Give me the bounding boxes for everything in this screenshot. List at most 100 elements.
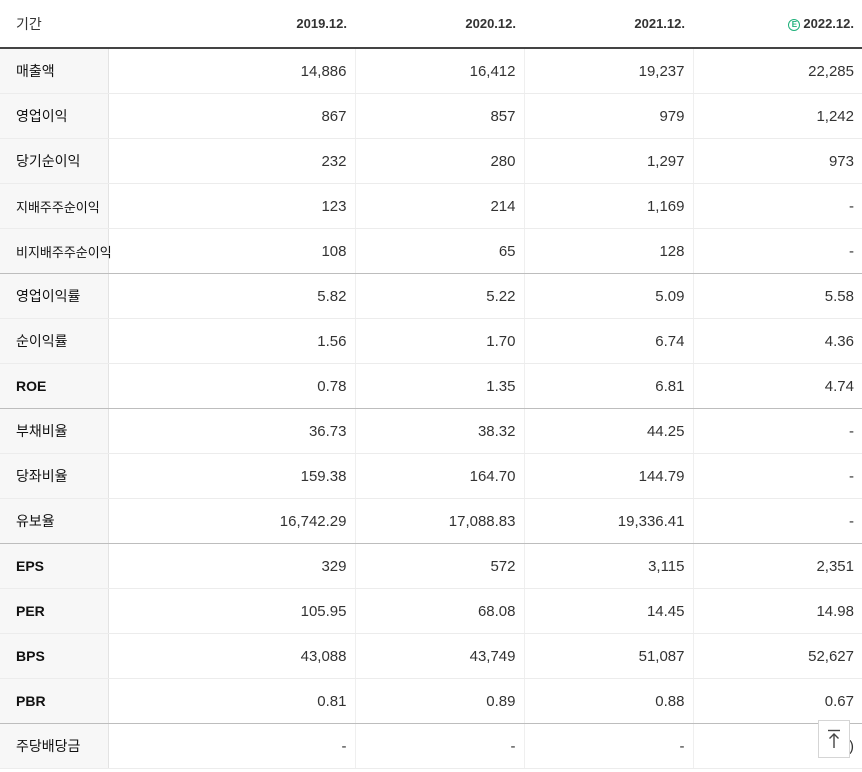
header-row: 기간 2019.12. 2020.12. 2021.12. E 2022.12. — [0, 0, 862, 49]
table-cell: 857 — [355, 93, 525, 139]
table-row: 당좌비율 159.38 164.70 144.79- — [0, 453, 862, 499]
table-cell: - — [693, 498, 862, 544]
table-cell: 5.58 — [693, 273, 862, 319]
column-header: 2020.12. — [355, 0, 524, 49]
row-label: 부채비율 — [0, 408, 109, 454]
table-row: 지배주주순이익 123 214 1,169- — [0, 183, 862, 229]
row-label: 유보율 — [0, 498, 109, 544]
table-cell: - — [693, 453, 862, 499]
table-row: 영업이익 867 857 979 1,242 — [0, 93, 862, 139]
table-cell: 16,412 — [355, 48, 525, 94]
table-cell: 128 — [524, 228, 694, 274]
table-cell: 38.32 — [355, 408, 525, 454]
column-header: 2021.12. — [524, 0, 693, 49]
table-cell: 19,336.41 — [524, 498, 694, 544]
table-cell: - — [355, 723, 525, 769]
table-cell: - — [693, 228, 862, 274]
table-cell: 65 — [355, 228, 525, 274]
table-cell: 0.67 — [693, 678, 862, 724]
table-cell: 979 — [524, 93, 694, 139]
arrow-up-to-top-icon — [828, 729, 840, 748]
table-row: 당기순이익 232 280 1,297 973 — [0, 138, 862, 184]
column-header: E 2022.12. — [693, 0, 862, 49]
table-cell: 329 — [108, 543, 356, 589]
row-label: 주당배당금 — [0, 723, 109, 769]
table-cell: 108 — [108, 228, 356, 274]
table-cell: 2,351 — [693, 543, 862, 589]
row-label: 당좌비율 — [0, 453, 109, 499]
table-cell: 4.74 — [693, 363, 862, 409]
table-cell: 5.09 — [524, 273, 694, 319]
table-cell: - — [693, 408, 862, 454]
table-cell: 0.88 — [524, 678, 694, 724]
table-cell: 123 — [108, 183, 356, 229]
table-row: BPS 43,088 43,749 51,087 52,627 — [0, 633, 862, 679]
table-cell: 22,285 — [693, 48, 862, 94]
table-cell: 144.79 — [524, 453, 694, 499]
table-cell: 214 — [355, 183, 525, 229]
table-cell: - — [693, 183, 862, 229]
table-cell: 105.95 — [108, 588, 356, 634]
row-label: 지배주주순이익 — [0, 183, 109, 229]
scroll-to-top-button[interactable] — [818, 720, 850, 758]
table-cell: 159.38 — [108, 453, 356, 499]
estimate-badge-icon: E — [788, 19, 801, 31]
table-cell: 52,627 — [693, 633, 862, 679]
table-cell: 280 — [355, 138, 525, 184]
row-label: EPS — [0, 543, 109, 589]
table-cell: 68.08 — [355, 588, 525, 634]
table-cell: - — [108, 723, 356, 769]
row-label: 비지배주주순이익 — [0, 228, 112, 274]
table-cell: 14,886 — [108, 48, 356, 94]
table-cell: 1,169 — [524, 183, 694, 229]
table-row: PBR 0.81 0.89 0.88 0.67 — [0, 678, 862, 724]
table-cell: 14.98 — [693, 588, 862, 634]
table-cell: 3,115 — [524, 543, 694, 589]
row-label: 영업이익 — [0, 93, 109, 139]
table-row: 영업이익률 5.82 5.22 5.09 5.58 — [0, 273, 862, 319]
row-label: PER — [0, 588, 109, 634]
table-cell: 0.81 — [108, 678, 356, 724]
row-label: BPS — [0, 633, 109, 679]
table-cell: 1.35 — [355, 363, 525, 409]
table-cell: 36.73 — [108, 408, 356, 454]
table-row: 부채비율 36.73 38.32 44.25- — [0, 408, 862, 454]
period-header: 기간 — [0, 0, 108, 49]
table-cell: 867 — [108, 93, 356, 139]
row-label: 영업이익률 — [0, 273, 109, 319]
table-row: 비지배주주순이익 108 65 128- — [0, 228, 862, 274]
table-cell: 4.36 — [693, 318, 862, 364]
table-row: EPS 329 572 3,115 2,351 — [0, 543, 862, 589]
table-cell: 6.74 — [524, 318, 694, 364]
table-cell: 6.81 — [524, 363, 694, 409]
table-cell: 44.25 — [524, 408, 694, 454]
table-cell: 1,242 — [693, 93, 862, 139]
table-row: 순이익률 1.56 1.70 6.74 4.36 — [0, 318, 862, 364]
table-row: 주당배당금 - - -) — [0, 723, 862, 769]
table-cell: 232 — [108, 138, 356, 184]
table-cell: 14.45 — [524, 588, 694, 634]
table-cell: 0.78 — [108, 363, 356, 409]
row-label: PBR — [0, 678, 109, 724]
row-label: 당기순이익 — [0, 138, 109, 184]
table-cell: 0.89 — [355, 678, 525, 724]
table-cell: 572 — [355, 543, 525, 589]
table-cell: 1.56 — [108, 318, 356, 364]
table-cell: 19,237 — [524, 48, 694, 94]
table-cell: 164.70 — [355, 453, 525, 499]
table-cell: 5.82 — [108, 273, 356, 319]
table-cell: 51,087 — [524, 633, 694, 679]
row-label: ROE — [0, 363, 109, 409]
row-label: 순이익률 — [0, 318, 109, 364]
table-cell: - — [524, 723, 694, 769]
table-cell: 17,088.83 — [355, 498, 525, 544]
table-cell: 1.70 — [355, 318, 525, 364]
table-row: 유보율 16,742.29 17,088.83 19,336.41- — [0, 498, 862, 544]
table-cell: 43,749 — [355, 633, 525, 679]
table-cell: 5.22 — [355, 273, 525, 319]
table-cell: 1,297 — [524, 138, 694, 184]
table-row: PER 105.95 68.08 14.45 14.98 — [0, 588, 862, 634]
table-row: ROE 0.78 1.35 6.81 4.74 — [0, 363, 862, 409]
row-label: 매출액 — [0, 48, 109, 94]
